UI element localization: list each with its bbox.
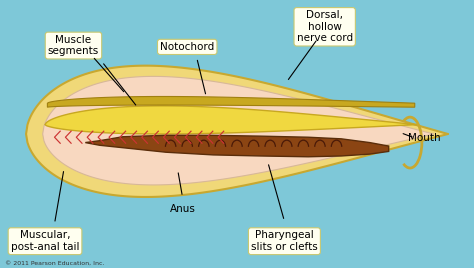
Text: Muscular,
post-anal tail: Muscular, post-anal tail	[11, 230, 79, 252]
Text: Dorsal,
hollow
nerve cord: Dorsal, hollow nerve cord	[297, 10, 353, 43]
Polygon shape	[47, 96, 415, 107]
Polygon shape	[85, 135, 389, 157]
Text: Pharyngeal
slits or clefts: Pharyngeal slits or clefts	[251, 230, 318, 252]
Text: Muscle
segments: Muscle segments	[48, 35, 99, 56]
Text: Mouth: Mouth	[408, 133, 440, 143]
Text: © 2011 Pearson Education, Inc.: © 2011 Pearson Education, Inc.	[5, 260, 104, 265]
Polygon shape	[43, 76, 434, 185]
Text: Anus: Anus	[170, 204, 195, 214]
Text: Notochord: Notochord	[160, 42, 214, 52]
Polygon shape	[45, 106, 417, 134]
Polygon shape	[26, 66, 448, 197]
